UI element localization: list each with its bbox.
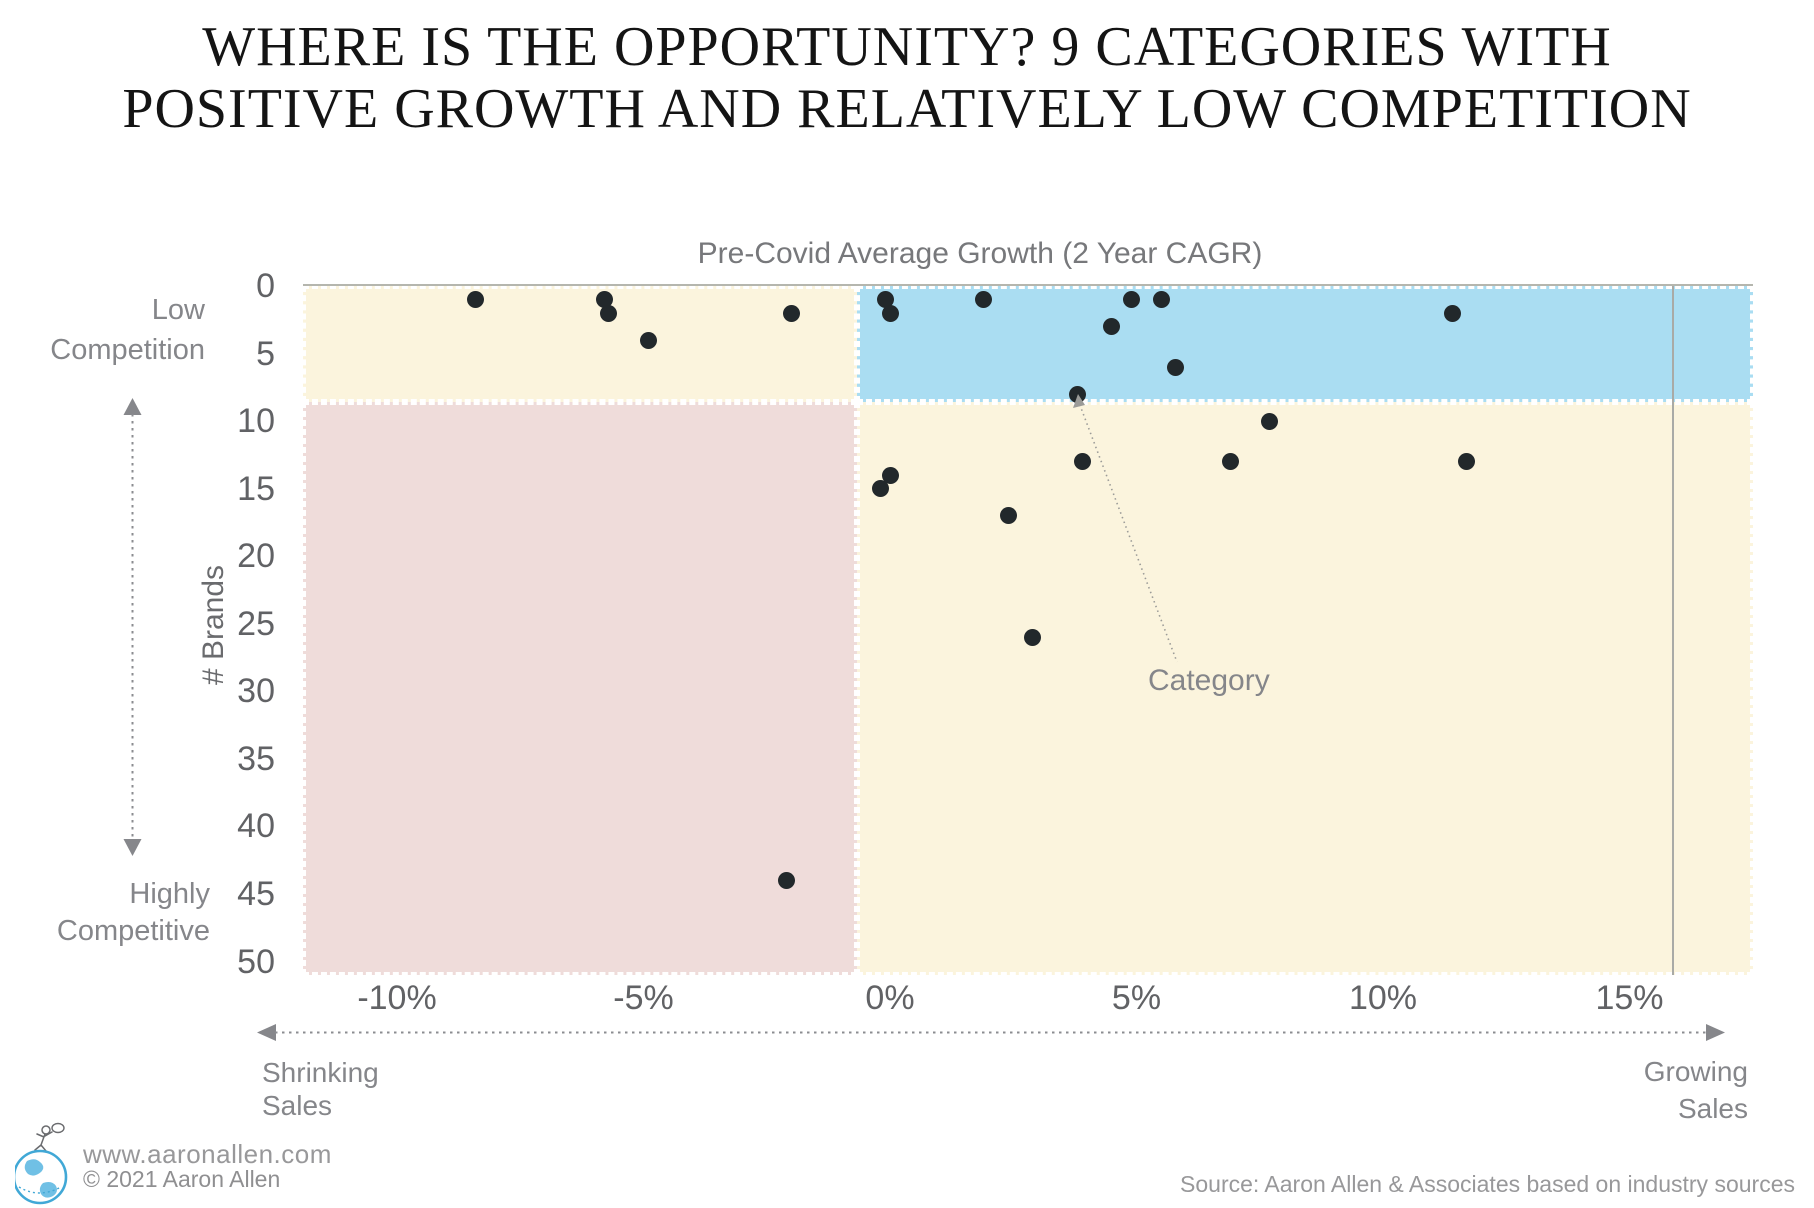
sales-axis-arrow [257,1024,1725,1041]
data-point [600,304,618,322]
x-tick--5%: -5% [613,979,674,1017]
growing-sales-line2: Sales [1677,1093,1748,1124]
x-tick-15%: 15% [1595,979,1664,1017]
y-tick-10: 10 [237,402,275,441]
shrinking-sales-label: Shrinking Sales [262,1056,562,1122]
data-point [595,291,613,308]
data-point [999,507,1017,525]
x-axis-title: Pre-Covid Average Growth (2 Year CAGR) [697,237,1263,270]
data-point-category [1073,453,1091,471]
plot-area [303,286,1753,975]
callout-dotted-line [1077,399,1178,663]
data-point [1103,318,1121,336]
category-point-label: Category [1148,664,1270,697]
data-point [1443,304,1461,322]
data-point [1167,358,1185,376]
source-text: Source: Aaron Allen & Associates based o… [1180,1171,1795,1197]
logo-figure-head-icon [41,1125,51,1135]
scatter-points-layer [303,286,1753,975]
website-text: www.aaronallen.com [83,1139,332,1169]
logo-figure-body-icon [34,1131,53,1152]
y-tick-0: 0 [256,267,275,305]
quadrant-highly-competitive-shrinking [303,402,857,975]
x-tick--10%: -10% [357,979,437,1017]
plot-right-gridline [1672,286,1674,975]
data-point [876,291,894,308]
data-point [871,480,889,498]
highly-competitive-line2: Competitive [56,915,210,947]
arrow-down-icon [123,839,142,856]
y-tick-20: 20 [237,537,275,576]
growing-sales-line1: Growing [1643,1056,1748,1087]
x-tick-10%: 10% [1348,979,1418,1017]
data-point [639,331,657,349]
arrow-left-icon [257,1024,276,1041]
data-point [1152,291,1170,308]
data-point [1068,385,1086,403]
y-tick-40: 40 [237,807,275,846]
data-point [777,871,795,889]
quadrant-growing-competitive [857,402,1753,975]
low-competition-line2: Competition [50,334,205,366]
y-tick-35: 35 [237,739,275,778]
highly-competitive-label: Highly Competitive [0,876,210,950]
data-point [782,304,800,322]
data-point [1261,412,1279,430]
low-competition-line1: Low [151,294,205,326]
logo-continent-2 [39,1182,57,1198]
data-point [881,466,899,484]
logo-sketch-arc [18,1186,62,1194]
quadrant-low-competition-shrinking [303,286,857,402]
x-tick-5%: 5% [1111,979,1162,1017]
plot-top-border-line [303,284,1753,286]
logo-globe-icon [15,1149,68,1205]
y-tick-25: 25 [237,604,275,643]
logo-lasso-icon [51,1122,65,1134]
y-tick-50: 50 [237,942,275,981]
growing-sales-label: Growing Sales [1448,1053,1748,1127]
category-callout-line [1073,394,1178,663]
chart-title-line-2: POSITIVE GROWTH AND RELATIVELY LOW COMPE… [122,78,1692,140]
shrinking-sales-line2: Sales [262,1090,333,1121]
y-tick-15: 15 [237,469,275,508]
data-point [1221,453,1239,471]
aaron-allen-globe-logo [15,1122,68,1205]
quadrant-opportunity-highlight [857,286,1753,402]
data-point [975,291,993,308]
x-tick-0%: 0% [865,979,915,1017]
data-point [881,304,899,322]
chart-title-line-1: WHERE IS THE OPPORTUNITY? 9 CATEGORIES W… [202,16,1612,78]
logo-continent-1 [24,1159,44,1176]
y-tick-30: 30 [237,672,275,711]
arrow-right-icon [1706,1024,1725,1041]
competition-axis-arrow [123,398,142,856]
y-axis-title: # Brands [197,564,230,686]
y-tick-45: 45 [237,874,275,913]
arrow-up-icon [123,398,142,415]
highly-competitive-line1: Highly [129,878,210,910]
low-competition-label: Low Competition [0,290,205,370]
data-point [1024,628,1042,646]
data-point [1123,291,1141,308]
data-point [467,291,485,308]
copyright-text: © 2021 Aaron Allen [83,1166,281,1192]
shrinking-sales-line1: Shrinking [262,1057,379,1088]
y-tick-5: 5 [256,334,275,373]
data-point [1458,453,1476,471]
